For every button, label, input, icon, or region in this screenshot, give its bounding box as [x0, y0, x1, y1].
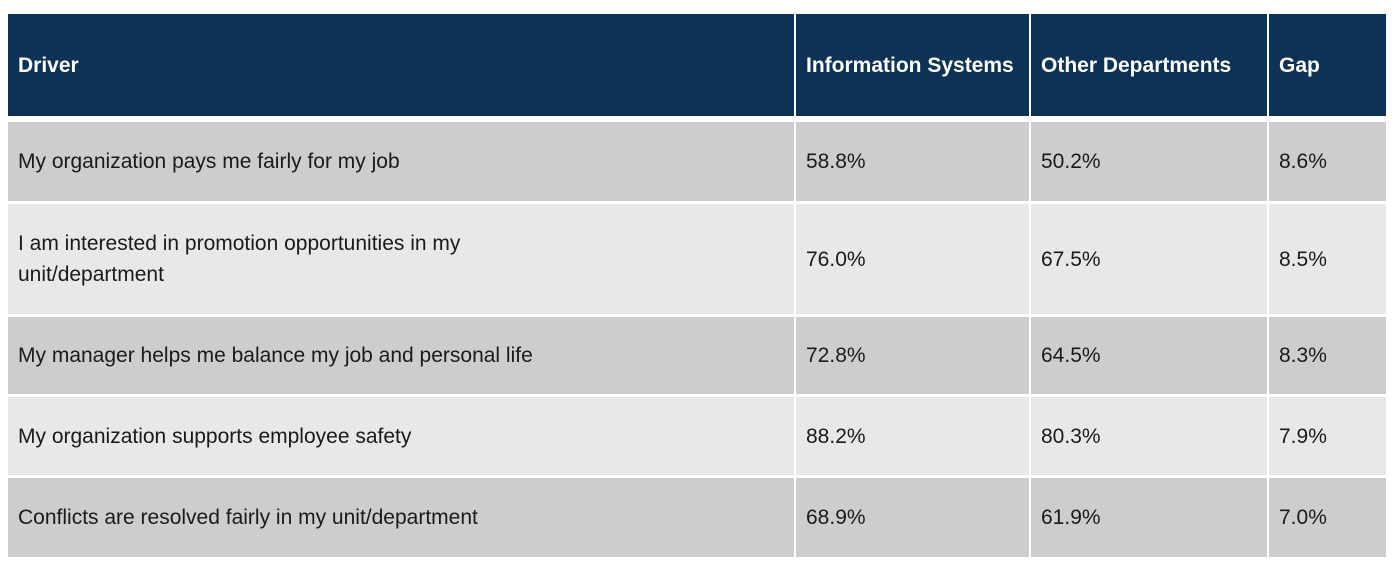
header-row: Driver Information Systems Other Departm… [8, 14, 1386, 122]
cell-gap: 8.6% [1267, 119, 1386, 203]
cell-driver: My organization pays me fairly for my jo… [8, 119, 795, 203]
header-gap: Gap [1267, 14, 1386, 122]
cell-information-systems: 88.2% [794, 394, 1030, 477]
cell-driver: Conflicts are resolved fairly in my unit… [8, 475, 795, 557]
cell-driver: My organization supports employee safety [8, 394, 795, 477]
table-body: My organization pays me fairly for my jo… [8, 119, 1386, 557]
drivers-comparison-table: Driver Information Systems Other Departm… [8, 14, 1386, 557]
cell-gap: 7.0% [1267, 475, 1386, 557]
cell-information-systems: 76.0% [794, 201, 1030, 316]
cell-gap: 8.3% [1267, 314, 1386, 396]
cell-other-departments: 50.2% [1029, 119, 1268, 203]
header-driver: Driver [8, 14, 795, 122]
cell-other-departments: 67.5% [1029, 201, 1268, 316]
cell-driver: I am interested in promotion opportuniti… [8, 201, 795, 316]
table-row: My organization supports employee safety… [8, 394, 1386, 477]
cell-other-departments: 64.5% [1029, 314, 1268, 396]
cell-information-systems: 58.8% [794, 119, 1030, 203]
cell-gap: 8.5% [1267, 201, 1386, 316]
cell-driver: My manager helps me balance my job and p… [8, 314, 795, 396]
table-row: I am interested in promotion opportuniti… [8, 201, 1386, 316]
header-other-departments: Other Departments [1029, 14, 1268, 122]
cell-information-systems: 68.9% [794, 475, 1030, 557]
header-information-systems: Information Systems [794, 14, 1030, 122]
table-row: My manager helps me balance my job and p… [8, 314, 1386, 396]
table-header: Driver Information Systems Other Departm… [8, 14, 1386, 122]
cell-gap: 7.9% [1267, 394, 1386, 477]
cell-other-departments: 80.3% [1029, 394, 1268, 477]
table-row: My organization pays me fairly for my jo… [8, 119, 1386, 203]
cell-other-departments: 61.9% [1029, 475, 1268, 557]
cell-information-systems: 72.8% [794, 314, 1030, 396]
table-row: Conflicts are resolved fairly in my unit… [8, 475, 1386, 557]
